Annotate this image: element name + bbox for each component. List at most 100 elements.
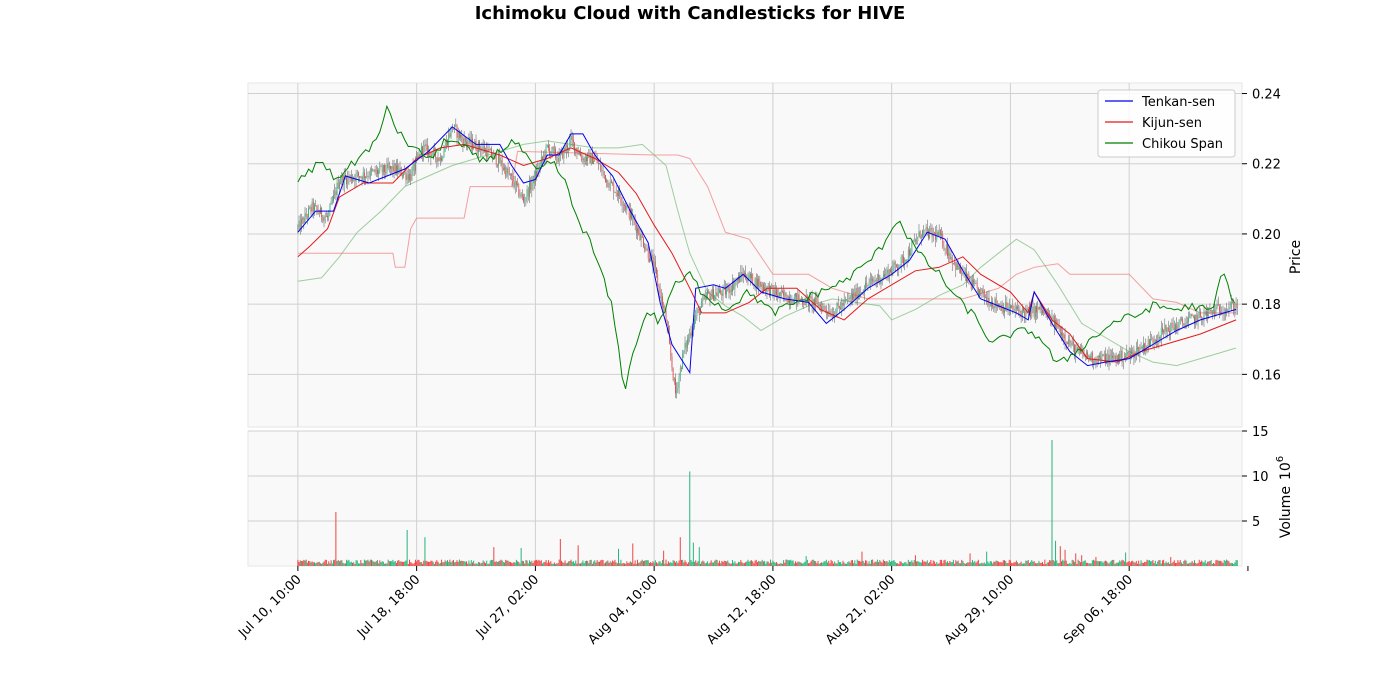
candle [362, 166, 364, 183]
candle-body [707, 290, 709, 295]
candle-body [1017, 306, 1018, 309]
candle-body [1233, 302, 1235, 312]
volume-bar [462, 560, 464, 566]
volume-bar [1144, 561, 1146, 566]
candle-body [1096, 361, 1098, 364]
volume-bar [881, 562, 883, 566]
volume-bar [1006, 563, 1008, 566]
volume-bar [811, 559, 813, 566]
candle-body [1108, 354, 1110, 365]
volume-bar [785, 559, 787, 566]
volume-bar [452, 559, 454, 566]
volume-bar [691, 561, 693, 566]
candle [934, 231, 935, 235]
candle [1211, 310, 1213, 320]
candle-body [1039, 304, 1041, 310]
candle [1236, 299, 1238, 315]
candle [501, 154, 503, 175]
candle-body [856, 288, 858, 300]
candle [1216, 299, 1218, 310]
candle-body [1061, 332, 1062, 336]
volume-bar [829, 563, 831, 566]
candle [335, 186, 337, 201]
candle-body [1072, 341, 1074, 345]
candle [1143, 336, 1144, 356]
candle [587, 152, 589, 166]
candle-body [1183, 323, 1185, 326]
volume-bar [784, 562, 786, 566]
candle-body [643, 237, 644, 247]
candle [543, 151, 545, 163]
candle [816, 291, 818, 304]
volume-bar [1229, 563, 1231, 566]
candle-body [764, 287, 766, 291]
candle-body [354, 178, 356, 182]
volume-bar [394, 561, 396, 566]
candle-body [945, 244, 947, 250]
volume-bar [1186, 563, 1188, 566]
volume-bar [626, 561, 628, 566]
candle-body [334, 191, 336, 196]
volume-bar [348, 559, 350, 566]
candle [629, 203, 631, 226]
candle-body [602, 170, 604, 172]
volume-bar [519, 563, 521, 566]
volume-bar [710, 560, 712, 566]
candle [1151, 333, 1153, 341]
candle-body [1126, 351, 1128, 357]
volume-bar [436, 560, 438, 566]
volume-bar [957, 560, 959, 566]
candle [871, 273, 872, 285]
candle-body [860, 292, 862, 294]
candle-body [1019, 311, 1021, 312]
volume-bar [867, 563, 869, 566]
volume-bar [815, 561, 817, 566]
candle [740, 265, 742, 283]
candle [1192, 314, 1194, 319]
candle-body [432, 149, 434, 155]
volume-bar [506, 560, 508, 566]
volume-bar [956, 561, 958, 566]
volume-bar [737, 561, 739, 566]
candle-body [1179, 319, 1181, 322]
candle-body [904, 259, 906, 265]
volume-bar [1076, 563, 1078, 566]
volume-bar [558, 559, 560, 566]
candle-body [651, 254, 653, 257]
candle-body [770, 285, 771, 296]
candle-body [1116, 355, 1118, 362]
volume-bar [347, 560, 349, 566]
volume-bar [1039, 562, 1041, 566]
candle-body [751, 273, 752, 279]
candle [1032, 299, 1034, 314]
volume-bar [574, 563, 576, 566]
candle-body [841, 302, 843, 310]
candle-body [1118, 353, 1119, 362]
volume-bar [1161, 560, 1163, 566]
candle [305, 207, 307, 220]
candle-body [670, 343, 672, 357]
volume-panel-background [247, 430, 1243, 567]
candle-body [581, 156, 583, 161]
candle-body [347, 176, 349, 185]
candle [441, 155, 442, 163]
volume-bar [1207, 561, 1209, 566]
candle-body [438, 158, 440, 161]
candle-body [578, 152, 580, 155]
candle [648, 251, 650, 264]
candle-body [1150, 338, 1151, 347]
candle-body [603, 171, 605, 176]
volume-bar [585, 560, 587, 566]
candle-body [875, 279, 877, 282]
volume-bar [895, 563, 897, 566]
candle [988, 290, 990, 311]
volume-bar [1106, 561, 1108, 566]
volume-bar [813, 560, 815, 566]
volume-bar [969, 553, 971, 566]
x-tick-label: Aug 29, 10:00 [942, 572, 1018, 648]
volume-bar [366, 560, 368, 566]
senkou-cloud [297, 140, 1237, 367]
candle [732, 274, 733, 296]
candle-body [1074, 344, 1075, 357]
candle [745, 265, 747, 281]
